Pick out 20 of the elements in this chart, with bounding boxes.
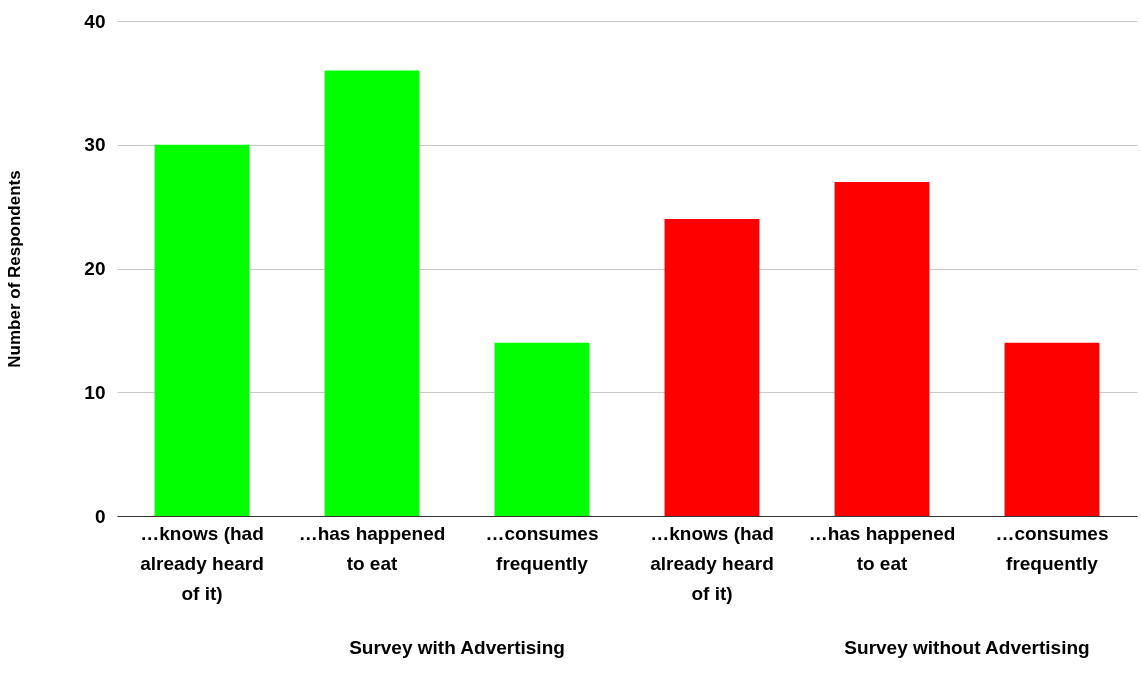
y-tick-label: 30 (84, 134, 106, 156)
bar (154, 144, 250, 516)
y-tick-label: 40 (84, 10, 106, 32)
x-tick-label: …has happened to eat (298, 522, 446, 574)
bar (324, 70, 420, 516)
x-tick-label: …knows (had already heard of it) (140, 522, 264, 604)
bar (834, 181, 930, 516)
bar (1004, 342, 1100, 516)
x-tick-label: …consumes frequently (995, 522, 1109, 574)
y-axis-title: Number of Respondents (5, 170, 25, 368)
text: Survey without Advertising (844, 637, 1090, 658)
y-tick-label: 0 (94, 505, 106, 527)
x-tick-label: …consumes frequently (485, 522, 599, 574)
bar (664, 219, 760, 516)
y-tick-label: 20 (84, 258, 106, 279)
x-tick-label: …has happened to eat (808, 522, 956, 574)
y-tick-label: 10 (84, 381, 106, 403)
text: Survey with Advertising (349, 637, 565, 658)
bar (494, 342, 590, 516)
x-tick-label: …knows (had already heard of it) (650, 522, 774, 604)
